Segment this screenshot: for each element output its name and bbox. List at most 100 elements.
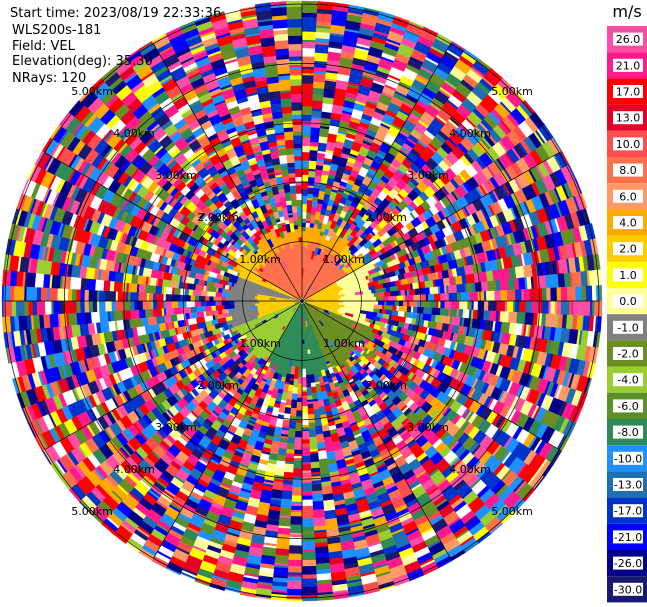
velocity-gate — [483, 320, 494, 332]
velocity-gate — [301, 352, 306, 357]
velocity-gate — [314, 52, 329, 62]
velocity-gate — [545, 313, 553, 328]
velocity-gate — [523, 288, 531, 302]
velocity-gate — [295, 416, 303, 422]
velocity-gate — [194, 300, 202, 307]
velocity-gate — [98, 300, 106, 312]
velocity-gate — [295, 410, 303, 418]
velocity-gate — [293, 449, 303, 455]
velocity-gate — [492, 269, 503, 282]
velocity-gate — [84, 300, 89, 313]
velocity-gate — [286, 588, 303, 596]
velocity-gate — [301, 499, 313, 507]
velocity-gate — [301, 424, 309, 428]
velocity-gate — [289, 524, 303, 534]
velocity-gate — [301, 128, 312, 136]
velocity-gate — [431, 307, 441, 316]
velocity-gate — [313, 517, 326, 527]
velocity-gate — [304, 351, 309, 359]
velocity-gate — [142, 300, 152, 310]
velocity-gate — [306, 387, 313, 397]
velocity-gate — [313, 409, 321, 419]
velocity-gate — [404, 294, 414, 302]
velocity-gate — [397, 284, 406, 292]
velocity-gate — [310, 461, 320, 469]
velocity-gate — [377, 292, 385, 298]
velocity-gate — [461, 291, 471, 302]
velocity-gate — [297, 364, 303, 374]
velocity-gate — [276, 533, 290, 544]
velocity-gate — [483, 310, 491, 321]
velocity-gate — [575, 286, 583, 302]
velocity-gate — [312, 81, 326, 89]
velocity-gate — [307, 407, 315, 415]
velocity-gate — [299, 348, 303, 353]
velocity-gate — [314, 169, 323, 177]
velocity-gate — [301, 439, 310, 445]
velocity-gate — [244, 300, 254, 305]
velocity-gate — [111, 300, 116, 312]
velocity-gate — [319, 127, 330, 138]
velocity-gate — [290, 399, 298, 409]
velocity-gate — [301, 114, 313, 122]
velocity-gate — [307, 413, 316, 424]
velocity-gate — [581, 285, 587, 302]
velocity-gate — [280, 490, 293, 500]
velocity-gate — [291, 393, 298, 401]
velocity-gate — [301, 159, 310, 167]
velocity-gate — [301, 238, 306, 246]
velocity-gate — [429, 286, 439, 295]
velocity-gate — [407, 300, 410, 307]
velocity-gate — [294, 437, 303, 445]
velocity-gate — [17, 315, 28, 331]
velocity-gate — [585, 285, 593, 302]
velocity-gate — [362, 290, 368, 295]
velocity-gate — [301, 364, 306, 370]
velocity-gate — [301, 443, 310, 449]
velocity-gate — [244, 297, 249, 302]
velocity-gate — [90, 311, 101, 324]
velocity-gate — [152, 300, 158, 310]
velocity-gate — [408, 288, 416, 296]
velocity-gate — [317, 142, 328, 152]
velocity-gate — [147, 316, 158, 326]
velocity-gate — [75, 300, 81, 314]
velocity-gate — [346, 298, 354, 302]
velocity-gate — [550, 300, 556, 315]
velocity-gate — [524, 312, 533, 326]
velocity-gate — [477, 271, 488, 283]
velocity-gate — [217, 309, 223, 315]
velocity-gate — [370, 289, 377, 294]
velocity-gate — [499, 311, 510, 323]
velocity-gate — [221, 296, 227, 302]
velocity-gate — [423, 307, 433, 315]
velocity-gate — [294, 430, 303, 438]
velocity-gate — [49, 313, 59, 328]
velocity-gate — [297, 372, 303, 378]
velocity-gate — [392, 305, 398, 312]
velocity-gate — [296, 383, 303, 393]
velocity-gate — [225, 304, 235, 310]
velocity-gate — [477, 291, 485, 302]
velocity-gate — [388, 295, 396, 302]
velocity-gate — [434, 278, 445, 288]
velocity-gate — [425, 294, 429, 302]
velocity-gate — [440, 293, 450, 302]
velocity-gate — [250, 303, 256, 307]
velocity-gate — [301, 222, 307, 228]
velocity-gate — [305, 366, 311, 376]
velocity-gate — [79, 300, 85, 313]
velocity-gate — [448, 292, 458, 302]
velocity-gate — [308, 422, 316, 430]
velocity-gate — [115, 300, 125, 312]
velocity-gate — [312, 500, 325, 511]
velocity-gate — [301, 472, 312, 478]
velocity-gate — [414, 287, 425, 296]
velocity-gate — [318, 458, 329, 469]
velocity-gate — [573, 300, 581, 316]
velocity-gate — [467, 300, 473, 311]
velocity-gate — [301, 31, 317, 41]
velocity-gate — [451, 316, 461, 327]
velocity-gate — [379, 287, 387, 294]
velocity-gate — [519, 300, 527, 313]
